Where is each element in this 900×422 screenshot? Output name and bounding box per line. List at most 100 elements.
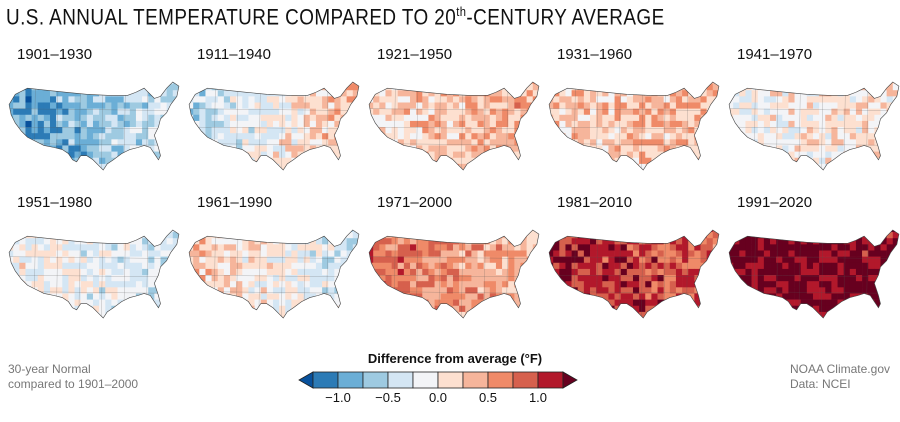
anomaly-cell — [434, 139, 442, 146]
anomaly-cell — [13, 262, 20, 270]
anomaly-cell — [309, 157, 317, 165]
anomaly-cell — [242, 145, 249, 152]
anomaly-cell — [608, 244, 615, 251]
anomaly-cell — [626, 82, 634, 85]
anomaly-cell — [43, 127, 51, 134]
anomaly-cell — [663, 127, 671, 134]
anomaly-cell — [217, 133, 225, 140]
anomaly-cell — [626, 281, 634, 288]
anomaly-cell — [688, 170, 694, 176]
anomaly-cell — [279, 163, 286, 171]
anomaly-cell — [729, 281, 734, 288]
anomaly-cell — [19, 82, 26, 85]
anomaly-cell — [379, 250, 386, 257]
anomaly-cell — [825, 305, 832, 313]
anomaly-cell — [309, 82, 317, 85]
anomaly-cell — [334, 114, 341, 122]
anomaly-cell — [279, 151, 286, 159]
anomaly-cell — [346, 275, 354, 282]
anomaly-cell — [819, 151, 826, 159]
anomaly-cell — [25, 275, 32, 282]
anomaly-cell — [416, 232, 423, 239]
anomaly-cell — [205, 238, 212, 245]
anomaly-cell — [700, 256, 707, 264]
anomaly-cell — [254, 133, 262, 140]
anomaly-cell — [651, 170, 657, 176]
anomaly-cell — [596, 108, 603, 116]
anomaly-cell — [645, 230, 652, 233]
anomaly-cell — [549, 244, 554, 251]
anomaly-cell — [608, 151, 615, 159]
anomaly-cell — [495, 90, 503, 97]
anomaly-cell — [285, 120, 292, 128]
anomaly-cell — [739, 170, 745, 176]
anomaly-cell — [719, 115, 723, 121]
anomaly-cell — [435, 170, 441, 176]
anomaly-cell — [553, 157, 560, 165]
anomaly-cell — [13, 163, 20, 171]
anomaly-cell — [831, 299, 838, 307]
anomaly-cell — [489, 299, 497, 307]
anomaly-cell — [712, 256, 719, 264]
anomaly-cell — [56, 84, 63, 91]
anomaly-cell — [532, 293, 539, 300]
anomaly-cell — [849, 151, 857, 159]
anomaly-cell — [651, 163, 658, 171]
anomaly-cell — [849, 311, 857, 319]
anomaly-cell — [230, 305, 237, 313]
anomaly-cell — [80, 238, 88, 245]
anomaly-cell — [657, 120, 664, 128]
anomaly-cell — [565, 127, 572, 134]
anomaly-cell — [577, 230, 585, 233]
anomaly-cell — [129, 230, 137, 233]
anomaly-cell — [440, 90, 448, 97]
anomaly-cell — [328, 163, 335, 171]
anomaly-cell — [111, 133, 118, 140]
anomaly-cell — [199, 250, 206, 257]
anomaly-cell — [74, 232, 82, 239]
anomaly-cell — [514, 82, 521, 85]
anomaly-cell — [520, 102, 527, 109]
anomaly-cell — [19, 90, 26, 97]
anomaly-cell — [440, 238, 448, 245]
anomaly-cell — [608, 96, 615, 103]
anomaly-cell — [19, 139, 26, 146]
anomaly-cell — [892, 256, 899, 264]
anomaly-cell — [428, 120, 435, 128]
anomaly-cell — [248, 299, 255, 307]
anomaly-cell — [236, 275, 243, 282]
anomaly-cell — [117, 145, 124, 152]
anomaly-cell — [31, 82, 39, 85]
anomaly-cell — [315, 244, 323, 251]
anomaly-cell — [205, 287, 212, 294]
anomaly-cell — [56, 262, 63, 270]
anomaly-cell — [172, 145, 179, 152]
anomaly-cell — [514, 163, 521, 171]
panel-period-label: 1941–1970 — [737, 46, 813, 63]
anomaly-cell — [74, 127, 82, 134]
anomaly-cell — [148, 318, 154, 324]
us-anomaly-map — [368, 229, 543, 319]
anomaly-cell — [62, 230, 69, 233]
anomaly-cell — [539, 293, 543, 299]
anomaly-cell — [520, 287, 527, 294]
anomaly-cell — [776, 287, 783, 294]
anomaly-cell — [508, 275, 515, 282]
anomaly-cell — [855, 287, 863, 294]
anomaly-cell — [205, 102, 212, 109]
anomaly-cell — [806, 293, 814, 300]
anomaly-cell — [663, 250, 671, 257]
anomaly-cell — [477, 250, 484, 257]
anomaly-cell — [813, 318, 819, 324]
anomaly-cell — [651, 120, 658, 128]
anomaly-cell — [477, 114, 484, 122]
anomaly-cell — [770, 157, 777, 165]
anomaly-cell — [794, 256, 802, 264]
anomaly-cell — [855, 268, 863, 276]
anomaly-cell — [483, 133, 491, 140]
anomaly-cell — [465, 90, 472, 97]
anomaly-cell — [68, 82, 75, 85]
anomaly-cell — [440, 311, 448, 319]
anomaly-cell — [328, 311, 335, 319]
anomaly-cell — [608, 139, 615, 146]
